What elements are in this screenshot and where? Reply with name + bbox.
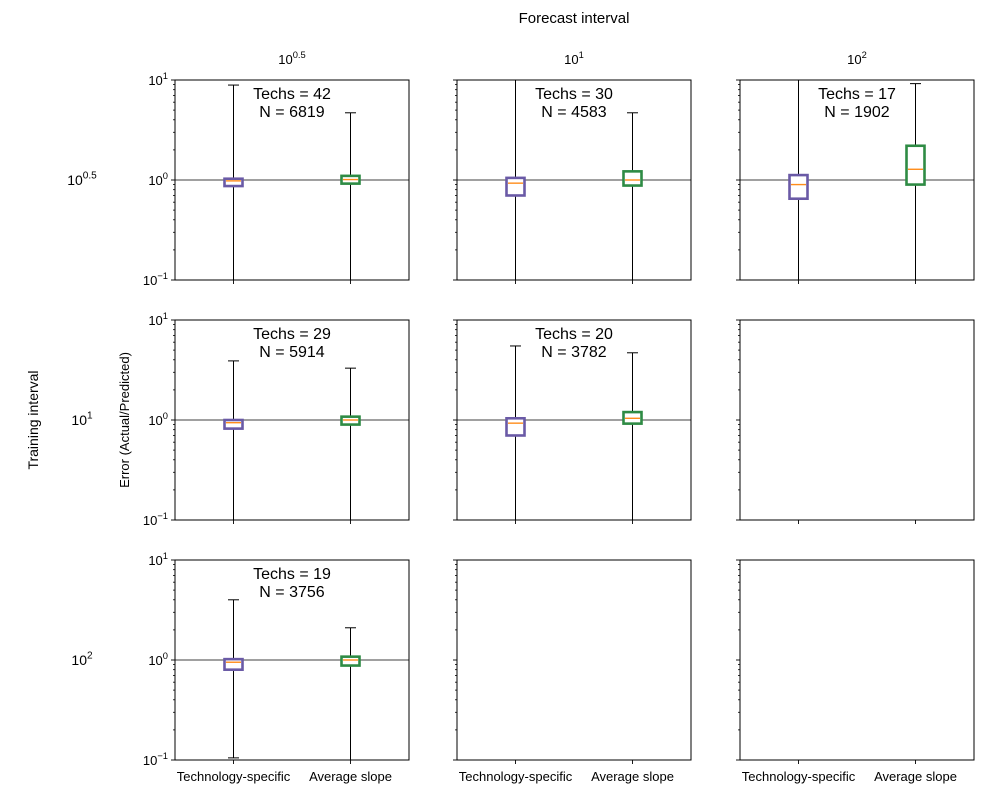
y-tick-label: 10−1 [143,751,168,768]
axes-frame [739,559,975,761]
box-iqr [223,177,244,188]
box-iqr [340,655,361,667]
plot-area [457,80,691,280]
subplot-r1-c2 [736,319,975,524]
row-labels: 100.5 101 102 [67,171,97,668]
y-tick-label: 101 [148,311,168,328]
box-technology-specific [223,599,244,759]
axes-frame [174,79,410,281]
y-ticks [171,559,175,761]
box-average-slope [622,352,643,520]
techs-count: Techs = 17 [818,86,896,103]
n-count: N = 3756 [259,584,324,601]
box-iqr [788,173,809,201]
column-label: 102 [847,50,867,67]
plot-area [175,84,409,280]
box-average-slope [340,112,361,280]
y-ticks [453,79,457,281]
subplot-r1-c0: 101 100 10−1 Techs = 29N = 5914 [143,311,410,528]
box-technology-specific [788,80,809,280]
row-label: 102 [71,651,93,668]
y-ticks [453,559,457,761]
y-tick-label: 100 [148,171,168,188]
subplot-r0-c0: 101 100 10−1 Techs = 42N = 6819 [143,71,410,288]
subplot-r0-c2: Techs = 17N = 1902 [736,79,975,284]
subplot-r0-c1: Techs = 30N = 4583 [453,79,692,284]
axes-frame [456,79,692,281]
x-tick-label: Average slope [591,769,674,784]
row-label: 100.5 [67,171,97,188]
axes-frame [174,319,410,521]
box-iqr [223,418,244,430]
x-tick-label: Technology-specific [742,769,856,784]
n-count: N = 4583 [541,104,606,121]
box-average-slope [340,627,361,760]
axes-frame [739,79,975,281]
box-technology-specific [223,84,244,280]
y-tick-label: 100 [148,651,168,668]
y-ticks [736,79,740,281]
column-labels: 100.5 101 102 [278,50,867,67]
box-average-slope [340,367,361,520]
x-tick-label: Average slope [874,769,957,784]
y-ticks [171,79,175,281]
plot-area [740,80,974,280]
y-tick-label: 10−1 [143,511,168,528]
y-ticks [171,319,175,521]
y-axis-label: Error (Actual/Predicted) [117,352,132,488]
n-count: N = 3782 [541,344,606,361]
box-technology-specific [223,360,244,520]
box-iqr [223,657,244,671]
n-count: N = 1902 [824,104,889,121]
box-iqr [622,170,643,187]
row-label: 101 [71,411,93,428]
x-tick-label: Average slope [309,769,392,784]
subplot-r2-c2: Technology-specific Average slope [736,559,975,784]
plot-area [175,360,409,520]
y-tick-label: 10−1 [143,271,168,288]
plot-area [457,345,691,520]
y-ticks [453,319,457,521]
box-average-slope [905,83,926,280]
box-technology-specific [505,80,526,280]
y-ticks [736,319,740,521]
techs-count: Techs = 29 [253,326,331,343]
column-label: 100.5 [278,50,305,67]
n-count: N = 5914 [259,344,324,361]
axes-frame [174,559,410,761]
box-iqr [505,416,526,437]
row-axis-title: Training interval [25,370,41,469]
axes-frame [456,319,692,521]
y-tick-label: 101 [148,551,168,568]
box-average-slope [622,112,643,280]
techs-count: Techs = 30 [535,86,613,103]
subplot-r1-c1: Techs = 20N = 3782 [453,319,692,524]
x-tick-label: Technology-specific [177,769,291,784]
techs-count: Techs = 42 [253,86,331,103]
axes-frame [739,319,975,521]
axes-frame [456,559,692,761]
plot-area [175,599,409,760]
y-ticks [736,559,740,761]
techs-count: Techs = 20 [535,326,613,343]
subplot-r2-c0: 101 100 10−1 Technology-specific Average slo… [143,551,410,784]
box-iqr [905,144,926,186]
n-count: N = 6819 [259,104,324,121]
figure-title: Forecast interval [519,10,630,27]
techs-count: Techs = 19 [253,566,331,583]
column-label: 101 [564,50,584,67]
subplot-r2-c1: Technology-specific Average slope [453,559,692,784]
box-iqr [505,176,526,197]
y-tick-label: 100 [148,411,168,428]
x-tick-label: Technology-specific [459,769,573,784]
box-technology-specific [505,345,526,520]
y-tick-label: 101 [148,71,168,88]
